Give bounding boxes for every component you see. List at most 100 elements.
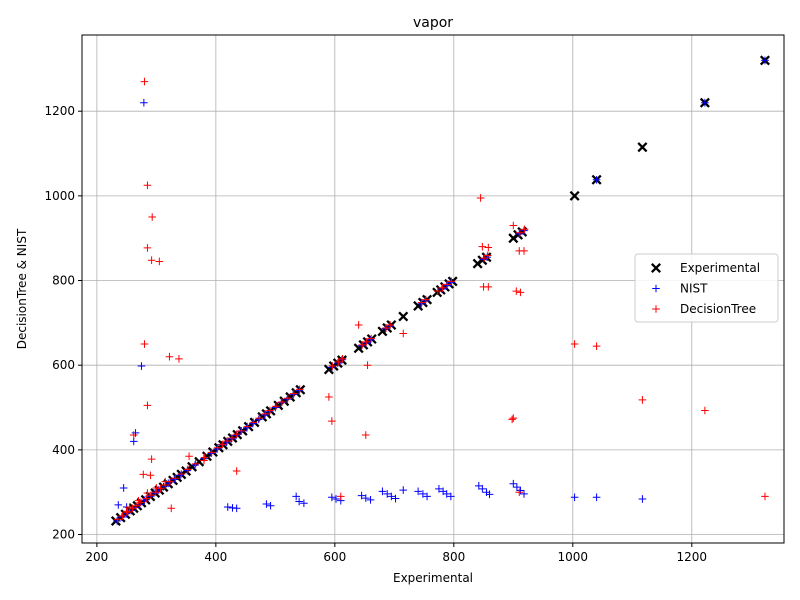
legend-label: Experimental [680, 261, 760, 275]
nist-point [357, 491, 366, 500]
nist-point [119, 484, 128, 492]
series-nist [113, 56, 769, 525]
nist-point [262, 500, 271, 508]
decisiontree-point [476, 194, 485, 202]
nist-point [417, 300, 425, 308]
nist-point [442, 490, 451, 498]
decisiontree-point [422, 295, 430, 304]
legend-label: DecisionTree [680, 302, 756, 316]
nist-point [232, 504, 241, 513]
decisiontree-point [140, 77, 149, 86]
nist-point [242, 424, 251, 432]
legend-entry-decisiontree: DecisionTree [652, 302, 756, 316]
nist-point [385, 322, 394, 331]
nist-point [520, 226, 528, 235]
decisiontree-point [266, 406, 274, 415]
x-tick-label: 200 [85, 550, 108, 564]
decisiontree-point [148, 213, 156, 221]
nist-point [114, 501, 123, 509]
legend-marker-experimental [650, 262, 662, 274]
decisiontree-point [125, 503, 134, 511]
nist-point [232, 431, 240, 440]
decisiontree-point [243, 422, 252, 431]
decisiontree-point [363, 361, 372, 369]
legend: Experimental NIST DecisionTree [634, 253, 779, 323]
nist-point [378, 487, 387, 496]
decisiontree-point [139, 470, 148, 479]
nist-point [570, 493, 579, 502]
decisiontree-point [218, 440, 227, 449]
decisiontree-point [140, 340, 149, 348]
decisiontree-point [132, 501, 140, 510]
decisiontree-point [147, 256, 156, 265]
nist-point [137, 362, 146, 370]
nist-point [387, 492, 396, 501]
y-tick-label: 1000 [44, 189, 75, 203]
nist-point [113, 517, 121, 525]
nist-point [423, 492, 431, 501]
plot-area-frame [81, 34, 785, 544]
decisiontree-point [232, 430, 241, 439]
chart-title: vapor [413, 15, 453, 31]
decisiontree-point [509, 414, 518, 422]
data-series [110, 55, 770, 527]
nist-point [361, 339, 370, 347]
nist-point [176, 471, 184, 480]
decisiontree-point [228, 434, 236, 442]
decisiontree-point [175, 355, 183, 363]
decisiontree-point [213, 443, 222, 452]
nist-point [509, 479, 518, 488]
y-tick-label: 600 [52, 358, 75, 372]
nist-point [592, 493, 601, 502]
nist-point [170, 475, 179, 484]
y-tick-label: 800 [52, 274, 75, 288]
experimental-point [398, 311, 409, 322]
decisiontree-point [191, 460, 200, 468]
nist-point [592, 175, 601, 184]
nist-point [129, 437, 138, 446]
decisiontree-point [399, 329, 408, 338]
nist-point [438, 285, 446, 293]
x-tick-label: 1000 [558, 550, 589, 564]
decisiontree-point [146, 471, 155, 480]
decisiontree-point [278, 398, 286, 406]
nist-point [295, 497, 303, 506]
decisiontree-point [433, 287, 442, 295]
decisiontree-point [284, 394, 292, 403]
x-tick-label: 600 [323, 550, 346, 564]
decisiontree-point [143, 181, 152, 190]
decisiontree-point [165, 352, 174, 361]
decisiontree-point [483, 251, 492, 260]
decisiontree-point [143, 401, 152, 410]
nist-point [485, 490, 494, 499]
nist-point [478, 485, 487, 493]
nist-point [638, 495, 647, 503]
decisiontree-point [520, 247, 528, 255]
y-tick-label: 1200 [44, 104, 75, 118]
nist-point [222, 438, 231, 447]
decisiontree-point [161, 477, 170, 486]
decisiontree-point [272, 402, 280, 411]
decisiontree-point [515, 488, 524, 496]
decisiontree-point [249, 418, 258, 427]
decisiontree-point [592, 342, 601, 350]
decisiontree-point [152, 484, 161, 492]
decisiontree-point [417, 298, 426, 307]
nist-point [761, 56, 769, 65]
x-tick-label: 400 [204, 550, 227, 564]
decisiontree-point [516, 288, 525, 297]
decisiontree-point [171, 474, 180, 483]
decisiontree-point [512, 287, 521, 295]
decisiontree-point [386, 321, 394, 329]
nist-point [289, 390, 297, 399]
x-tick-label: 800 [442, 550, 465, 564]
nist-point [361, 494, 370, 502]
decisiontree-point [325, 393, 333, 401]
decisiontree-point [129, 431, 138, 439]
decisiontree-point [508, 415, 516, 424]
decisiontree-point [113, 515, 122, 524]
nist-point [213, 445, 221, 453]
decisiontree-point [167, 504, 176, 513]
decisiontree-point [520, 225, 529, 234]
decisiontree-point [761, 492, 769, 501]
